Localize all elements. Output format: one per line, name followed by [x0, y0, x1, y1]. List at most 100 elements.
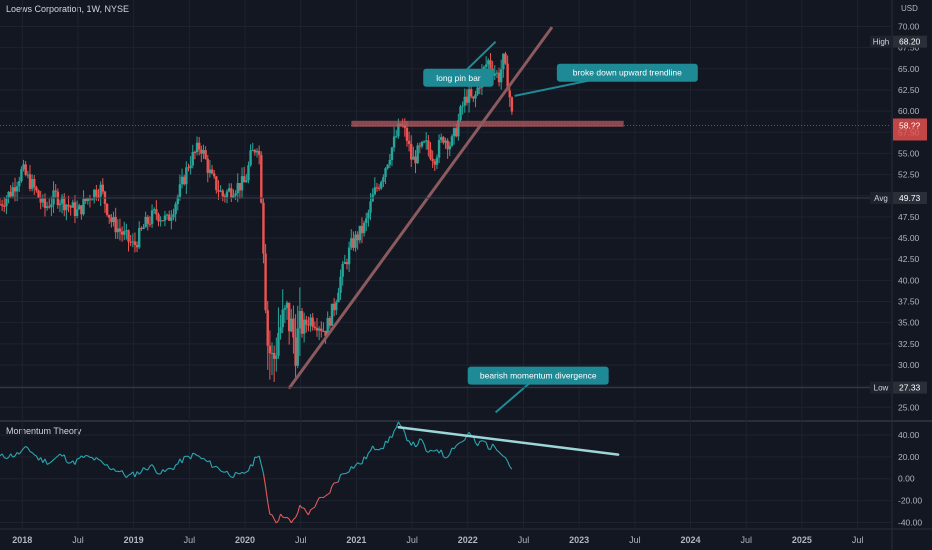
candle-body [133, 241, 137, 245]
momentum-segment [412, 441, 417, 448]
candle-body [283, 308, 287, 310]
candle-body [315, 327, 319, 331]
momentum-segment [258, 455, 262, 465]
momentum-segment [449, 447, 453, 455]
candle-body [300, 311, 304, 334]
candle-body [294, 337, 297, 366]
momentum-segment [226, 470, 230, 476]
momentum-segment [87, 455, 91, 458]
candle-body [95, 189, 98, 197]
momentum-segment [483, 440, 487, 443]
indicator-tick-label: -20.00 [898, 496, 922, 506]
momentum-segment [46, 462, 50, 465]
upward-trendline[interactable] [288, 26, 553, 390]
candle-body [75, 209, 79, 216]
candle-body [108, 214, 111, 218]
candle-body [37, 190, 40, 198]
callout-divergence[interactable]: bearish momentum divergence [467, 366, 609, 414]
momentum-segment [252, 456, 256, 467]
candle-body [129, 241, 132, 243]
candle-body [497, 72, 501, 83]
momentum-segment [323, 495, 326, 499]
momentum-segment [48, 461, 52, 464]
momentum-segment [102, 462, 106, 466]
momentum-segment [337, 474, 342, 482]
candle-body [347, 247, 351, 265]
resistance-zone[interactable] [351, 120, 624, 127]
candle-body [247, 165, 250, 181]
candle-body [272, 352, 276, 359]
candle-body [324, 330, 327, 337]
momentum-segment [498, 451, 502, 455]
indicator-tick-label: -40.00 [898, 518, 922, 528]
momentum-segment [237, 472, 241, 475]
divergence-trendline[interactable] [397, 426, 620, 456]
momentum-segment [125, 474, 129, 479]
momentum-segment [307, 509, 312, 516]
momentum-segment [29, 451, 33, 454]
momentum-segment [74, 458, 78, 465]
candle-body [463, 96, 466, 106]
momentum-segment [134, 471, 138, 478]
candle-body [144, 216, 147, 228]
indicator-title: Momentum Theory [6, 426, 82, 436]
momentum-segment [83, 455, 87, 459]
momentum-segment [53, 457, 57, 461]
price-tick-label: 52.50 [898, 170, 920, 180]
price-tick-label: 35.00 [898, 318, 920, 328]
momentum-segment [51, 459, 54, 463]
momentum-segment [96, 457, 99, 460]
candle-body [65, 204, 68, 211]
price-badge-label-box [870, 35, 892, 48]
momentum-segment [265, 486, 269, 503]
time-tick-label: Jul [406, 535, 418, 545]
candle-body [395, 136, 398, 138]
candle-body [495, 72, 499, 74]
candle-body [266, 310, 269, 346]
candle-body [204, 150, 207, 159]
candle-body [217, 190, 220, 192]
momentum-segment [4, 457, 7, 460]
price-badge-label-box [870, 192, 892, 205]
time-tick-label: 2020 [235, 535, 255, 545]
callout-trend-break[interactable]: broke down upward trendline [514, 63, 698, 97]
price-badge-value: 27.33 [899, 383, 921, 393]
price-tick-label: 62.50 [898, 85, 920, 95]
momentum-segment [63, 454, 67, 462]
momentum-segment [436, 449, 440, 454]
momentum-segment [410, 441, 414, 446]
momentum-segment [57, 453, 61, 457]
momentum-segment [209, 460, 213, 468]
candle-body [165, 214, 169, 216]
candle-body [114, 216, 117, 233]
candle-body [93, 189, 96, 200]
candle-body [307, 324, 310, 326]
momentum-segment [108, 467, 112, 471]
candle-body [24, 164, 27, 175]
price-badge-label-box [870, 381, 892, 394]
price-tick-label: 47.50 [898, 212, 920, 222]
candle-body [467, 89, 471, 103]
callout-pin-bar[interactable]: long pin bar [423, 40, 497, 87]
candle-body [302, 319, 306, 334]
momentum-segment [34, 454, 37, 457]
candle-body [18, 181, 21, 187]
momentum-segment [145, 468, 148, 471]
candle-body [48, 206, 51, 208]
momentum-segment [293, 517, 296, 520]
price-tick-label: 40.00 [898, 275, 920, 285]
candle-body [330, 303, 334, 326]
momentum-segment [443, 456, 446, 459]
momentum-segment [352, 465, 357, 469]
momentum-segment [331, 482, 335, 487]
time-tick-label: Jul [184, 535, 196, 545]
callout-box [556, 63, 698, 82]
momentum-segment [214, 465, 217, 468]
candle-body [15, 186, 19, 192]
candle-body [240, 176, 244, 191]
candle-body [245, 180, 248, 183]
candle-body [493, 73, 496, 76]
candle-body [200, 149, 203, 154]
candle-body [508, 90, 511, 98]
